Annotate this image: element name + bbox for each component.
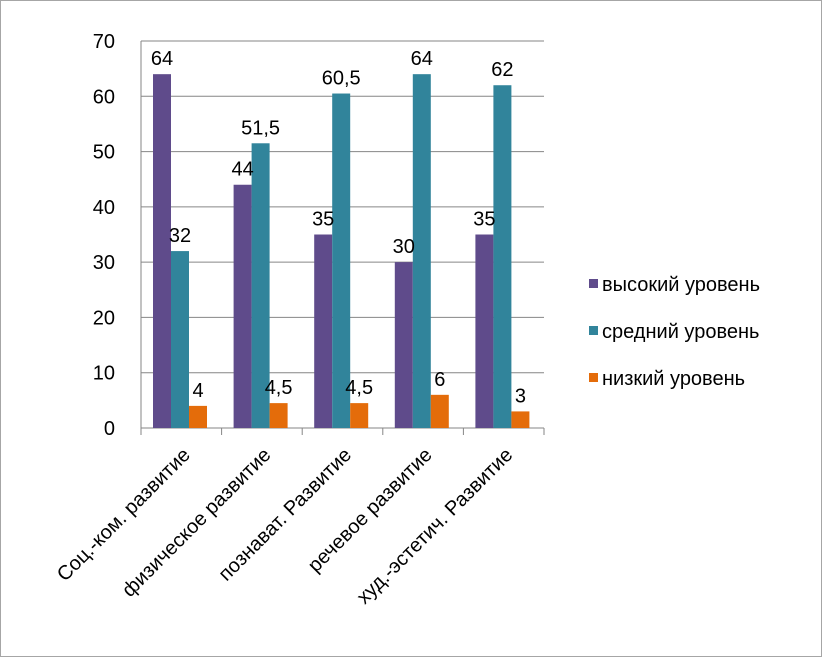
data-label: 51,5 — [241, 117, 280, 139]
y-tick-label: 70 — [93, 31, 115, 53]
legend-swatch — [589, 326, 598, 335]
bar — [251, 143, 270, 428]
bar — [171, 251, 189, 428]
bar — [394, 262, 413, 428]
data-label: 4,5 — [265, 377, 293, 399]
bar — [493, 85, 512, 428]
legend-label: низкий уровень — [602, 368, 745, 390]
y-tick-label: 30 — [93, 252, 115, 274]
data-label: 44 — [231, 159, 253, 181]
y-tick-label: 40 — [93, 197, 115, 219]
bar — [189, 405, 207, 428]
bar — [430, 394, 449, 428]
data-label: 4,5 — [345, 377, 373, 399]
data-label: 30 — [393, 236, 415, 258]
category-label: Соц.-ком. развитие — [53, 444, 195, 586]
category-label: познават. Развитие — [214, 444, 356, 586]
legend-swatch — [589, 373, 598, 382]
bar — [332, 93, 351, 429]
y-tick-label: 50 — [93, 142, 115, 164]
data-label: 64 — [151, 48, 173, 70]
data-label: 62 — [491, 59, 513, 81]
bar — [233, 184, 252, 428]
legend-label: высокий уровень — [602, 274, 760, 296]
legend-label: средний уровень — [602, 321, 759, 343]
y-tick-label: 0 — [104, 418, 115, 440]
bar — [350, 403, 369, 428]
y-tick-label: 60 — [93, 86, 115, 108]
bar — [153, 74, 171, 429]
data-label: 60,5 — [322, 68, 361, 90]
data-label: 3 — [515, 385, 526, 407]
y-axis-ticks: 0 10 20 30 40 50 60 70 — [93, 31, 115, 440]
bar — [511, 411, 530, 428]
y-tick-label: 20 — [93, 307, 115, 329]
data-label: 6 — [434, 369, 445, 391]
bar — [269, 403, 288, 428]
y-tick-label: 10 — [93, 363, 115, 385]
legend-swatch — [589, 279, 598, 288]
data-label: 35 — [473, 209, 495, 231]
data-label: 35 — [312, 209, 334, 231]
data-label: 32 — [169, 225, 191, 247]
bars — [153, 74, 530, 429]
bar — [412, 74, 431, 429]
category-label: худ.-эстетич. Развитие — [353, 444, 518, 609]
bar — [314, 234, 333, 428]
bar — [475, 234, 494, 428]
legend: высокий уровень средний уровень низкий уро… — [589, 274, 760, 390]
category-label: физическое развитие — [118, 444, 275, 601]
data-label: 4 — [192, 380, 203, 402]
data-label: 64 — [411, 48, 433, 70]
